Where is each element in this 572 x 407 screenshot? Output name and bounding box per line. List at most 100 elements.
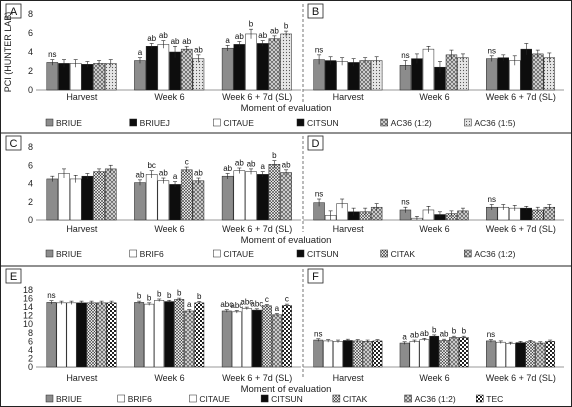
panel-label: C xyxy=(10,138,18,150)
bar-briuej xyxy=(58,63,70,91)
x-tick-label: Harvest xyxy=(66,224,98,234)
significance-label: bc xyxy=(147,161,155,170)
legend-entry: BRIF6 xyxy=(128,394,152,404)
significance-label: ab xyxy=(282,160,291,169)
y-axis-label: PCI (HUNTER LAB) xyxy=(3,12,13,93)
significance-label: ab xyxy=(159,169,168,178)
bar-ac36-1-5 xyxy=(280,33,292,91)
bar-citaue xyxy=(157,44,170,91)
bar-citaue xyxy=(422,48,435,91)
bar-brif6 xyxy=(58,173,70,221)
bar-tec xyxy=(545,341,556,368)
legend-entry: CITSUN xyxy=(271,394,303,404)
bar-citak xyxy=(261,305,272,368)
legend-entry: BRIF6 xyxy=(140,249,164,259)
significance-label: b xyxy=(249,20,254,29)
bar-citsun xyxy=(429,335,440,368)
legend-entry: BRIUEJ xyxy=(140,118,170,128)
x-tick-label: Week 6 + 7d (SL) xyxy=(222,92,292,102)
x-axis-label: Moment of evaluation xyxy=(241,235,332,246)
significance-label: ab xyxy=(136,170,145,179)
bar-brif6 xyxy=(145,174,158,221)
y-tick-label: 6 xyxy=(28,336,33,346)
x-tick-label: Week 6 xyxy=(419,224,449,234)
significance-label: b xyxy=(432,325,437,334)
bar-citsun xyxy=(251,309,262,368)
y-tick-label: 8 xyxy=(28,142,33,152)
significance-label: ns xyxy=(315,190,323,199)
y-tick-label: 16 xyxy=(23,294,33,304)
bar-citsun xyxy=(76,302,87,368)
panel-label: D xyxy=(312,138,320,150)
x-tick-label: Harvest xyxy=(333,373,365,383)
bar-citak xyxy=(93,171,105,221)
y-tick-label: 10 xyxy=(23,319,33,329)
bar-citaue xyxy=(336,61,348,91)
y-tick-label: 0 xyxy=(28,362,33,372)
significance-label: ns xyxy=(48,50,56,59)
legend-swatch-citsun xyxy=(296,118,305,127)
legend-swatch-brif6 xyxy=(129,249,137,258)
x-tick-label: Harvest xyxy=(66,92,98,102)
significance-label: ab xyxy=(235,32,244,41)
significance-label: ns xyxy=(488,195,496,204)
bar-ac36-1-2 xyxy=(359,60,371,91)
panel-label-box xyxy=(5,268,22,284)
bar-citaue xyxy=(419,339,430,368)
bar-briuej xyxy=(324,60,337,91)
bar-ac36-1-2 xyxy=(180,48,193,91)
bar-citsun xyxy=(81,175,94,221)
legend-entry: CITSUN xyxy=(307,118,339,128)
bar-ac36-1-5 xyxy=(543,57,556,91)
bar-ac36-1-2 xyxy=(96,302,107,368)
significance-label: ab xyxy=(147,34,156,43)
legend-entry: AC36 (1:2) xyxy=(474,249,515,259)
bar-briue xyxy=(221,47,234,91)
significance-label: ab xyxy=(159,31,168,40)
x-tick-label: Week 6 xyxy=(154,92,184,102)
significance-label: ns xyxy=(315,45,323,54)
bar-tec xyxy=(458,337,469,368)
legend-entry: BRIUE xyxy=(56,394,82,404)
y-tick-label: 12 xyxy=(23,311,33,321)
significance-label: ab xyxy=(182,37,191,46)
legend-entry: BRIUE xyxy=(56,118,82,128)
bar-briue xyxy=(134,60,146,91)
bar-ac36-1-2 xyxy=(535,342,546,368)
bar-briuej xyxy=(233,44,246,91)
x-tick-label: Week 6 + 7d (SL) xyxy=(222,224,292,234)
bar-citak xyxy=(525,341,536,368)
bar-briue xyxy=(399,342,410,368)
y-tick-label: 2 xyxy=(28,66,33,76)
x-axis-label: Moment of evaluation xyxy=(241,384,332,395)
x-tick-label: Week 6 + 7d (SL) xyxy=(486,224,556,234)
legend-entry: CITAUE xyxy=(199,394,230,404)
significance-label: abc xyxy=(250,299,263,308)
panel-label: F xyxy=(312,271,319,283)
significance-label: a xyxy=(173,172,178,181)
significance-label: a xyxy=(138,48,143,57)
bar-brif6 xyxy=(231,311,242,368)
bar-ac36-1-5 xyxy=(104,63,117,91)
bar-citaue xyxy=(157,180,170,221)
legend-swatch-ac36-1-2 xyxy=(380,118,388,127)
bar-citak xyxy=(268,164,281,221)
significance-label: b xyxy=(157,289,162,298)
bar-ac36-1-2 xyxy=(271,314,282,368)
significance-label: abc xyxy=(240,298,253,307)
legend-entry: CITAK xyxy=(343,394,368,404)
significance-label: ab xyxy=(258,31,267,40)
bar-tec xyxy=(106,302,117,368)
bar-brif6 xyxy=(144,303,155,368)
y-tick-label: 2 xyxy=(28,353,33,363)
significance-label: b xyxy=(167,291,172,300)
panel-label: B xyxy=(312,6,319,18)
significance-label: ns xyxy=(401,198,409,207)
bar-citaue xyxy=(154,300,165,368)
